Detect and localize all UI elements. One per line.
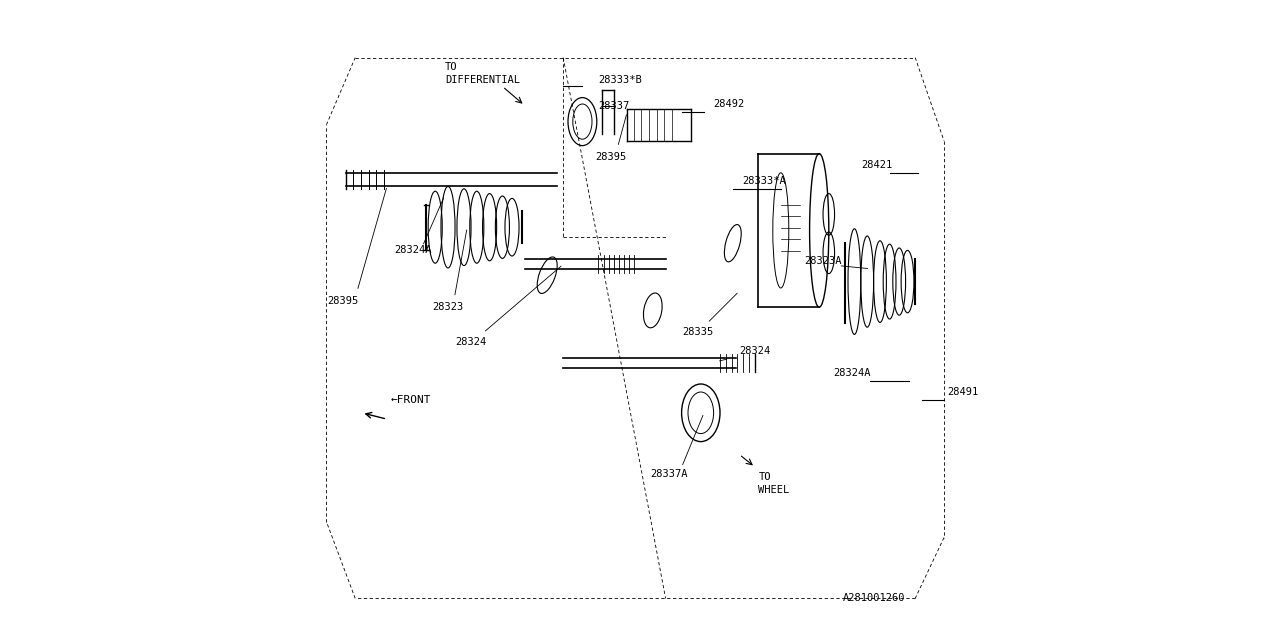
Text: 28324A: 28324A xyxy=(833,368,870,378)
Text: WHEEL: WHEEL xyxy=(759,484,790,495)
Text: 28323: 28323 xyxy=(433,302,463,312)
Text: 28333*A: 28333*A xyxy=(742,176,786,186)
Text: DIFFERENTIAL: DIFFERENTIAL xyxy=(445,75,520,85)
Text: 28421: 28421 xyxy=(861,160,893,170)
Text: 28324A: 28324A xyxy=(394,244,431,255)
Text: 28335: 28335 xyxy=(682,326,713,337)
Text: A281001260: A281001260 xyxy=(844,593,906,604)
Text: 28395: 28395 xyxy=(326,296,358,306)
Text: TO: TO xyxy=(759,472,771,482)
Text: 28395: 28395 xyxy=(595,152,627,162)
Text: 28324: 28324 xyxy=(740,346,771,356)
Text: 28491: 28491 xyxy=(947,387,978,397)
Text: TO: TO xyxy=(445,62,457,72)
Text: 28492: 28492 xyxy=(714,99,745,109)
Text: ←FRONT: ←FRONT xyxy=(390,395,431,405)
Text: 28333*B: 28333*B xyxy=(599,75,643,85)
Text: 28337: 28337 xyxy=(599,100,630,111)
Text: 28323A: 28323A xyxy=(804,256,842,266)
Text: 28337A: 28337A xyxy=(650,468,687,479)
Text: 28324: 28324 xyxy=(454,337,486,348)
